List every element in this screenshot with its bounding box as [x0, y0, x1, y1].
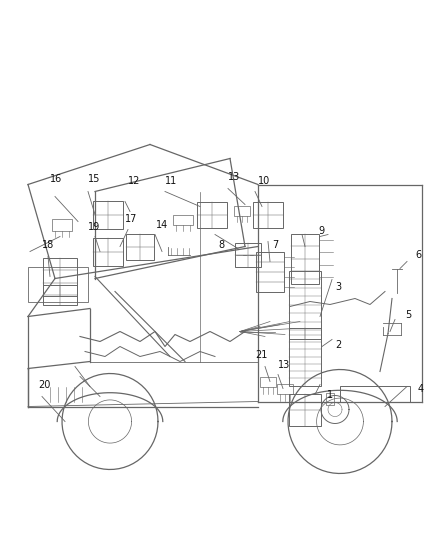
- Bar: [28, 266, 88, 302]
- Bar: [93, 200, 123, 229]
- Text: 5: 5: [405, 310, 411, 319]
- Bar: [253, 201, 283, 228]
- Text: 17: 17: [125, 214, 138, 224]
- Text: 7: 7: [272, 239, 278, 249]
- Text: 8: 8: [218, 239, 224, 249]
- Text: 9: 9: [318, 227, 324, 237]
- Text: 11: 11: [165, 176, 177, 187]
- Bar: [93, 238, 123, 265]
- Text: 15: 15: [88, 174, 100, 184]
- Text: 1: 1: [327, 390, 333, 400]
- Bar: [234, 206, 250, 215]
- Bar: [52, 219, 72, 230]
- Text: 16: 16: [50, 174, 62, 184]
- Text: 12: 12: [128, 176, 140, 187]
- Text: 19: 19: [88, 222, 100, 231]
- Bar: [43, 257, 77, 295]
- Bar: [326, 392, 334, 405]
- Text: 6: 6: [415, 249, 421, 260]
- Text: 10: 10: [258, 176, 270, 187]
- Text: 20: 20: [38, 379, 50, 390]
- Text: 3: 3: [335, 281, 341, 292]
- Bar: [277, 384, 293, 393]
- Text: 13: 13: [278, 359, 290, 369]
- Text: 18: 18: [42, 239, 54, 249]
- Bar: [289, 393, 321, 425]
- Bar: [173, 214, 193, 224]
- Bar: [291, 233, 319, 284]
- Bar: [289, 327, 321, 385]
- Text: 2: 2: [335, 340, 341, 350]
- Bar: [43, 285, 77, 304]
- Text: 13: 13: [228, 172, 240, 182]
- Bar: [126, 233, 154, 260]
- Bar: [340, 385, 410, 401]
- Bar: [256, 252, 284, 292]
- Text: 21: 21: [255, 350, 267, 359]
- Text: 4: 4: [418, 384, 424, 393]
- Bar: [197, 201, 227, 228]
- Bar: [260, 376, 276, 386]
- Bar: [235, 243, 261, 266]
- Bar: [289, 271, 321, 338]
- Text: 14: 14: [156, 220, 168, 230]
